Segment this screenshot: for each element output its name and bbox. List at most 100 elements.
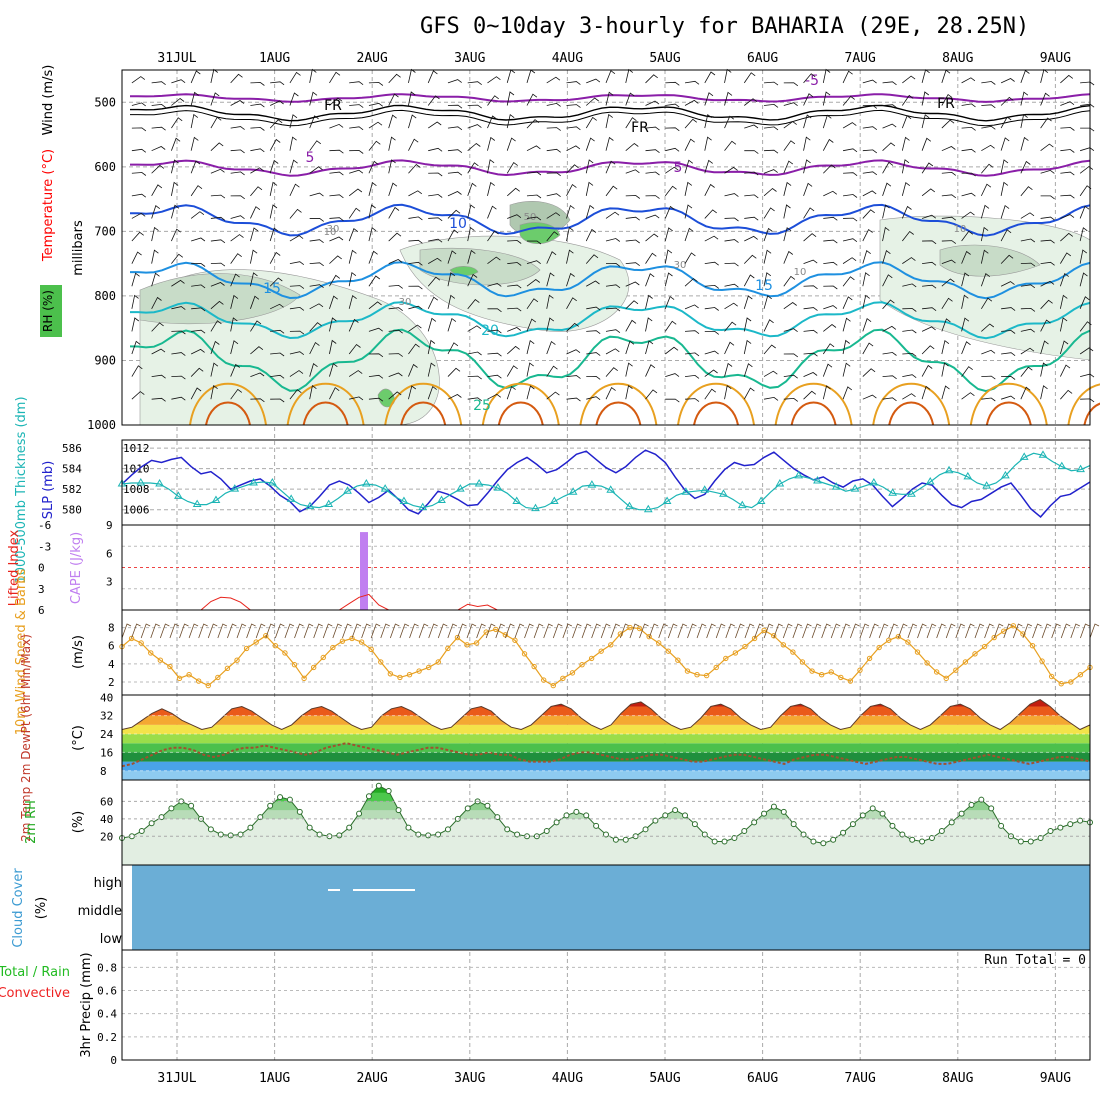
wind-barb-10m (255, 623, 266, 639)
rh-point (543, 828, 550, 835)
upper-wind-barb (605, 386, 616, 400)
upper-wind-barb (506, 162, 518, 174)
upper-wind-barb (585, 97, 599, 106)
upper-wind-barb (724, 384, 732, 400)
upper-wind-barb (961, 77, 976, 84)
wind-barb-10m (322, 623, 333, 639)
upper-wind-barb (408, 324, 422, 332)
date-tick-bottom: 3AUG (454, 1071, 485, 1086)
upper-wind-barb (1040, 69, 1049, 84)
pressure-tick-label: 500 (94, 95, 116, 109)
upper-wind-barb (1020, 113, 1028, 129)
upper-wind-barb (467, 204, 476, 219)
upper-wind-barb (823, 285, 838, 290)
wind-barb-10m (361, 623, 371, 639)
upper-wind-barb (309, 262, 324, 267)
dewpoint-line (121, 742, 1091, 768)
upper-wind-barb (625, 340, 635, 355)
upper-wind-barb (467, 375, 482, 380)
upper-wind-barb (368, 160, 379, 174)
upper-wind-barb (981, 144, 995, 152)
rh-band (122, 785, 1090, 819)
wind-barb-10m (802, 623, 812, 639)
wind-speed-point (914, 649, 921, 655)
rh-point (138, 828, 145, 835)
upper-wind-barb (270, 329, 285, 334)
upper-wind-barb (151, 146, 166, 152)
upper-wind-barb (526, 93, 538, 106)
upper-wind-barb (664, 185, 677, 197)
upper-wind-barb (921, 69, 930, 84)
wind-speed-point (349, 635, 355, 642)
cape-tick-label: 6 (106, 547, 113, 560)
panel-frame-upper (121, 69, 1091, 426)
upper-wind-barb (388, 93, 399, 106)
rh-point (277, 794, 284, 801)
upper-wind-barb (783, 275, 796, 287)
lifted-tick-label: 6 (38, 604, 45, 617)
thickness-point (625, 501, 634, 510)
upper-wind-barb (941, 171, 957, 176)
upper-wind-barb (981, 297, 993, 310)
upper-wind-barb (961, 294, 969, 309)
upper-wind-barb (922, 284, 937, 289)
upper-wind-barb (230, 126, 245, 130)
wind-speed-point (895, 633, 902, 640)
wind-speed-point (799, 659, 806, 665)
rh-contour-label: 30 (327, 224, 340, 235)
upper-wind-barb (289, 208, 302, 219)
upper-wind-barb (823, 190, 838, 197)
thickness-point (249, 478, 258, 486)
rh-point (672, 807, 679, 814)
rh-point (612, 836, 619, 843)
upper-wind-barb (191, 329, 206, 334)
wind-barb-10m (830, 623, 841, 639)
upper-wind-barb (487, 282, 502, 287)
upper-wind-barb (902, 257, 916, 264)
wind-barb-10m (763, 623, 774, 639)
upper-wind-barb (408, 305, 423, 310)
upper-wind-barb (427, 362, 436, 377)
upper-wind-barb (269, 227, 279, 242)
upper-wind-barb (941, 194, 957, 199)
wind-barb-10m (524, 623, 534, 639)
upper-wind-barb (625, 142, 639, 151)
upper-wind-barb (190, 160, 201, 174)
upper-wind-barb (901, 159, 910, 174)
upper-wind-barb (763, 344, 776, 355)
thickness-point (1057, 461, 1067, 470)
upper-wind-barb (388, 159, 396, 174)
upper-wind-barb (862, 149, 878, 154)
upper-wind-barb (250, 82, 265, 86)
wind-barb-10m (342, 623, 352, 639)
upper-wind-barb (921, 214, 937, 219)
wind-barb-10m (619, 623, 630, 639)
upper-wind-barb (763, 187, 777, 197)
wind-barb-10m (744, 623, 755, 639)
wind-speed-point (445, 645, 451, 652)
upper-wind-barb (823, 164, 836, 174)
upper-wind-barb (1001, 376, 1016, 380)
upper-wind-barb (191, 284, 206, 289)
upper-wind-barb (190, 348, 205, 355)
thickness-point (719, 489, 728, 497)
wind10m-unit-label: (m/s) (71, 635, 86, 669)
wind-barb-10m (1041, 623, 1052, 639)
upper-wind-barb (171, 204, 180, 219)
wind-barb-10m (409, 623, 419, 639)
wind-speed-point (301, 675, 307, 682)
upper-wind-barb (1040, 319, 1051, 332)
upper-wind-barb (191, 307, 206, 312)
wind-barb-10m (188, 623, 199, 639)
upper-wind-barb (664, 227, 673, 242)
precip-tick-label: 0.8 (97, 961, 117, 974)
upper-wind-barb (210, 92, 220, 106)
rh-point (247, 824, 254, 831)
thickness-point (568, 487, 578, 495)
rh-contour-label: 30 (399, 297, 412, 308)
upper-wind-barb (803, 136, 811, 151)
cape-tick-label: 3 (106, 576, 113, 589)
upper-wind-barb (664, 272, 673, 287)
upper-wind-barb (743, 339, 752, 355)
upper-wind-barb (546, 148, 561, 153)
